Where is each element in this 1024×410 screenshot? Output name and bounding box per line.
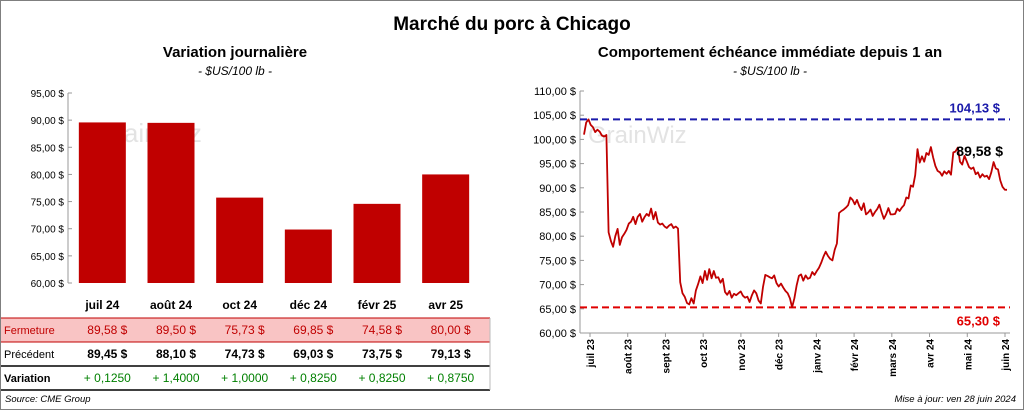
- bar: [422, 174, 470, 283]
- y-tick-label: 75,00 $: [31, 198, 65, 209]
- bar: [353, 203, 401, 283]
- bar-chart-title: Variation journalière: [162, 44, 308, 61]
- x-tick-label: déc 23: [775, 339, 786, 371]
- table-cell: 75,73 $: [225, 323, 265, 337]
- x-category-label: déc 24: [290, 298, 328, 312]
- table-row-label: Précédent: [4, 349, 54, 361]
- page-title: Marché du porc à Chicago: [393, 14, 631, 35]
- y-tick-label: 60,00 $: [539, 328, 576, 340]
- price-series-line: [583, 118, 1008, 309]
- table-cell: 89,45 $: [87, 347, 127, 361]
- table-cell: 89,58 $: [87, 323, 127, 337]
- x-tick-label: nov 23: [737, 339, 748, 371]
- table-cell: + 0,8250: [358, 371, 405, 385]
- y-tick-label: 65,00 $: [31, 252, 65, 263]
- x-tick-label: oct 23: [699, 339, 710, 368]
- last-value-label: 89,58 $: [956, 143, 1003, 159]
- y-tick-label: 110,00 $: [534, 86, 576, 98]
- y-tick-label: 95,00 $: [539, 159, 576, 171]
- line-chart-title: Comportement échéance immédiate depuis 1…: [597, 44, 943, 61]
- table-cell: 89,50 $: [156, 323, 196, 337]
- table-cell: 80,00 $: [431, 323, 471, 337]
- table-cell: 69,85 $: [293, 323, 333, 337]
- table-cell: + 0,8750: [427, 371, 474, 385]
- y-tick-label: 80,00 $: [31, 170, 65, 181]
- table-cell: + 1,4000: [152, 371, 199, 385]
- x-category-label: août 24: [150, 298, 192, 312]
- y-tick-label: 90,00 $: [31, 116, 65, 127]
- update-note: Mise à jour: ven 28 juin 2024: [894, 394, 1016, 405]
- table-cell: 74,73 $: [225, 347, 265, 361]
- x-tick-label: avr 24: [926, 339, 937, 368]
- y-tick-label: 100,00 $: [533, 134, 576, 146]
- x-category-label: juil 24: [84, 298, 119, 312]
- fermeture-row-band: [1, 318, 490, 342]
- bar: [216, 197, 264, 283]
- y-tick-label: 75,00 $: [539, 255, 576, 267]
- y-tick-label: 85,00 $: [31, 143, 65, 154]
- table-cell: 69,03 $: [293, 347, 333, 361]
- bar: [78, 122, 126, 284]
- x-category-label: avr 25: [428, 298, 463, 312]
- y-tick-label: 95,00 $: [31, 89, 65, 100]
- x-tick-label: sept 23: [661, 339, 672, 374]
- y-tick-label: 80,00 $: [539, 231, 576, 243]
- x-tick-label: mai 24: [963, 339, 974, 371]
- table-cell: 88,10 $: [156, 347, 196, 361]
- line-chart-unit: - $US/100 lb -: [732, 64, 808, 78]
- y-tick-label: 70,00 $: [539, 280, 576, 292]
- x-tick-label: août 23: [624, 339, 635, 374]
- table-cell: + 0,1250: [84, 371, 131, 385]
- source-note: Source: CME Group: [5, 394, 91, 405]
- min-label: 65,30 $: [957, 313, 1001, 328]
- y-tick-label: 90,00 $: [539, 183, 576, 195]
- table-cell: 73,75 $: [362, 347, 402, 361]
- x-tick-label: juil 23: [586, 339, 597, 369]
- table-row-label: Variation: [4, 373, 51, 385]
- table-row-label: Fermeture: [4, 325, 55, 337]
- y-tick-label: 70,00 $: [31, 225, 65, 236]
- table-cell: 79,13 $: [431, 347, 471, 361]
- bar: [147, 122, 195, 283]
- y-tick-label: 60,00 $: [31, 279, 65, 290]
- table-cell: 74,58 $: [362, 323, 402, 337]
- table-cell: + 0,8250: [290, 371, 337, 385]
- table-cell: + 1,0000: [221, 371, 268, 385]
- bar: [284, 229, 332, 283]
- x-category-label: févr 25: [358, 298, 397, 312]
- x-tick-label: juin 24: [1001, 339, 1012, 372]
- y-tick-label: 85,00 $: [539, 207, 576, 219]
- y-tick-label: 65,00 $: [539, 304, 576, 316]
- y-tick-label: 105,00 $: [533, 110, 576, 122]
- max-label: 104,13 $: [949, 100, 1000, 115]
- x-tick-label: mars 24: [888, 339, 899, 377]
- x-category-label: oct 24: [222, 298, 257, 312]
- bar-chart-unit: - $US/100 lb -: [197, 64, 273, 78]
- x-tick-label: janv 24: [812, 339, 823, 374]
- x-tick-label: févr 24: [850, 339, 861, 372]
